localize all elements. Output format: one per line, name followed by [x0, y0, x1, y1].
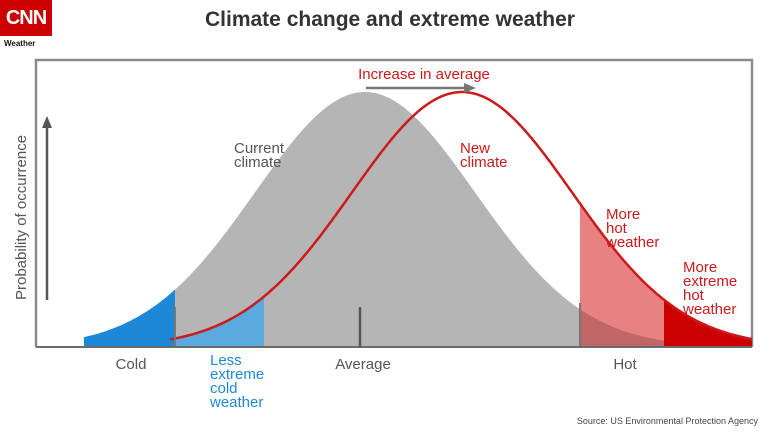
diagram-frame	[34, 58, 754, 347]
logo-brand: CNN	[0, 0, 52, 36]
logo-section: Weather	[4, 38, 36, 48]
new-climate-curve	[169, 90, 753, 341]
page-title: Climate change and extreme weather	[205, 8, 575, 31]
increase-arrowhead-icon	[464, 83, 476, 93]
more-extreme-hot-label-1: More	[683, 259, 717, 276]
current-climate-area	[84, 92, 664, 347]
extreme-cold-zone	[84, 289, 175, 347]
less-cold-label-3: cold	[210, 380, 238, 397]
more-hot-label-3: weather	[605, 234, 659, 251]
cold-label: Cold	[116, 356, 147, 373]
more-extreme-hot-label-2: extreme	[683, 273, 737, 290]
less-cold-label-2: extreme	[210, 366, 264, 383]
current-climate-label-2: climate	[234, 154, 282, 171]
hot-overlap-zone	[580, 309, 664, 347]
more-hot-label-1: More	[606, 206, 640, 223]
increase-label: Increase in average	[358, 66, 490, 83]
current-climate-label-1: Current	[234, 140, 285, 157]
more-hot-label-2: hot	[606, 220, 628, 237]
less-extreme-cold-zone	[175, 296, 264, 347]
source-note: Source: US Environmental Protection Agen…	[576, 416, 758, 426]
less-cold-label-4: weather	[209, 394, 263, 411]
new-climate-label-1: New	[460, 140, 490, 157]
average-label: Average	[335, 356, 391, 373]
hot-label: Hot	[613, 356, 637, 373]
cnn-logo: CNN Weather	[0, 0, 52, 54]
more-hot-zone	[580, 203, 664, 347]
new-climate-label-2: climate	[460, 154, 508, 171]
more-extreme-hot-label-3: hot	[683, 287, 705, 304]
more-extreme-hot-label-4: weather	[682, 301, 736, 318]
y-axis-label: Probability of occurrence	[13, 135, 30, 300]
less-cold-label-1: Less	[210, 352, 242, 369]
y-axis-arrowhead-icon	[42, 116, 52, 128]
